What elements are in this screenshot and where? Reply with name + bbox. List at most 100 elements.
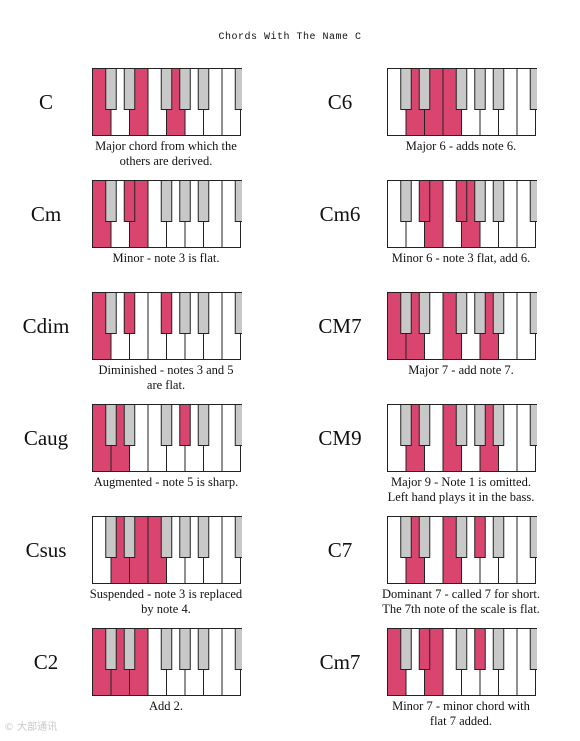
piano-keyboard	[92, 292, 242, 360]
black-key	[492, 180, 505, 222]
black-key	[123, 180, 136, 222]
description-line: by note 4.	[141, 602, 191, 616]
black-key	[418, 628, 431, 670]
chord-name: CM7	[318, 314, 362, 338]
black-key	[123, 628, 136, 670]
description-line: Dominant 7 - called 7 for short.	[382, 587, 540, 601]
black-key	[529, 404, 537, 446]
black-key	[105, 180, 117, 222]
piano-keyboard	[92, 68, 242, 136]
black-key	[179, 292, 191, 334]
black-key	[234, 292, 242, 334]
description-line: Major 7 - add note 7.	[408, 363, 514, 377]
chord-csus: Csus Suspended - note 3 is replaced by not…	[0, 516, 290, 628]
chord-name: Cm6	[319, 202, 361, 226]
black-key	[234, 628, 242, 670]
black-key	[455, 516, 468, 558]
chord-description: Suspended - note 3 is replaced by note 4.	[66, 587, 266, 617]
black-key	[234, 68, 242, 110]
description-line: Minor 6 - note 3 flat, add 6.	[391, 251, 531, 265]
chord-description: Minor 7 - minor chord with flat 7 added.	[361, 699, 561, 729]
chord-description: Add 2.	[66, 699, 266, 714]
chord-cm6: Cm6 Minor 6 - note 3 flat, add 6.	[290, 180, 580, 292]
chord-name: C	[38, 90, 53, 114]
chord-description: Major 7 - add note 7.	[361, 363, 561, 378]
description-line: Suspended - note 3 is replaced	[89, 587, 243, 601]
chord-description: Diminished - notes 3 and 5 are flat.	[66, 363, 266, 393]
black-key	[455, 404, 468, 446]
black-key	[105, 628, 117, 670]
chord-name: C6	[327, 90, 353, 114]
black-key	[418, 516, 431, 558]
chord-description: Major chord from which the others are der…	[66, 139, 266, 169]
black-key	[234, 404, 242, 446]
chord-name: C2	[33, 650, 59, 674]
chord-description: Major 9 - Note 1 is omitted. Left hand pl…	[361, 475, 561, 505]
black-key	[123, 292, 136, 334]
chord-description: Augmented - note 5 is sharp.	[66, 475, 266, 490]
chord-cm7: Cm7 Minor 7 - minor chord with flat 7 adde…	[290, 628, 580, 740]
description-line: Major chord from which the	[95, 139, 237, 153]
black-key	[418, 292, 431, 334]
black-key	[179, 180, 191, 222]
black-key	[492, 292, 505, 334]
black-key	[529, 628, 537, 670]
black-key	[400, 628, 412, 670]
black-key	[455, 180, 468, 222]
black-key	[418, 68, 431, 110]
black-key	[492, 68, 505, 110]
piano-keyboard	[387, 516, 537, 584]
description-line: Add 2.	[148, 699, 184, 713]
black-key	[105, 68, 117, 110]
black-key	[474, 68, 486, 110]
black-key	[179, 516, 191, 558]
chord-cdim: Cdim Diminished - notes 3 and 5 are flat.	[0, 292, 290, 404]
black-key	[529, 68, 537, 110]
description-line: others are derived.	[119, 154, 213, 168]
black-key	[179, 68, 191, 110]
black-key	[160, 404, 173, 446]
chord-name: Csus	[25, 538, 67, 562]
page-title: Chords With The Name C	[218, 32, 362, 43]
chord-c: C Major chord from which the others are de…	[0, 68, 290, 180]
chord-name: Cm	[30, 202, 62, 226]
black-key	[400, 292, 412, 334]
piano-keyboard	[92, 628, 242, 696]
description-line: Major 9 - Note 1 is omitted.	[391, 475, 531, 489]
black-key	[197, 516, 210, 558]
black-key	[160, 516, 173, 558]
black-key	[418, 404, 431, 446]
black-key	[234, 180, 242, 222]
chord-description: Dominant 7 - called 7 for short. The 7th …	[361, 587, 561, 617]
chord-c2: C2 Add 2.	[0, 628, 290, 740]
black-key	[179, 628, 191, 670]
black-key	[400, 516, 412, 558]
chord-cm9: CM9 Major 9 - Note 1 is omitted. Left hand…	[290, 404, 580, 516]
black-key	[492, 404, 505, 446]
black-key	[197, 628, 210, 670]
black-key	[197, 68, 210, 110]
watermark: © 大部通讯	[4, 722, 58, 733]
chord-name: CM9	[318, 426, 362, 450]
black-key	[492, 516, 505, 558]
chord-cm7: CM7 Major 7 - add note 7.	[290, 292, 580, 404]
black-key	[123, 516, 136, 558]
piano-keyboard	[92, 180, 242, 248]
chord-name: Cm7	[319, 650, 361, 674]
chord-cm: Cm Minor - note 3 is flat.	[0, 180, 290, 292]
piano-keyboard	[387, 180, 537, 248]
description-line: Major 6 - adds note 6.	[405, 139, 517, 153]
chord-c7: C7 Dominant 7 - called 7 for short. The 7t…	[290, 516, 580, 628]
black-key	[105, 404, 117, 446]
black-key	[123, 68, 136, 110]
description-line: Minor - note 3 is flat.	[112, 251, 220, 265]
description-line: Diminished - notes 3 and 5	[98, 363, 234, 377]
black-key	[123, 404, 136, 446]
black-key	[197, 292, 210, 334]
black-key	[474, 628, 486, 670]
black-key	[529, 516, 537, 558]
black-key	[400, 404, 412, 446]
black-key	[160, 180, 173, 222]
black-key	[105, 516, 117, 558]
description-line: Left hand plays it in the bass.	[387, 490, 535, 504]
